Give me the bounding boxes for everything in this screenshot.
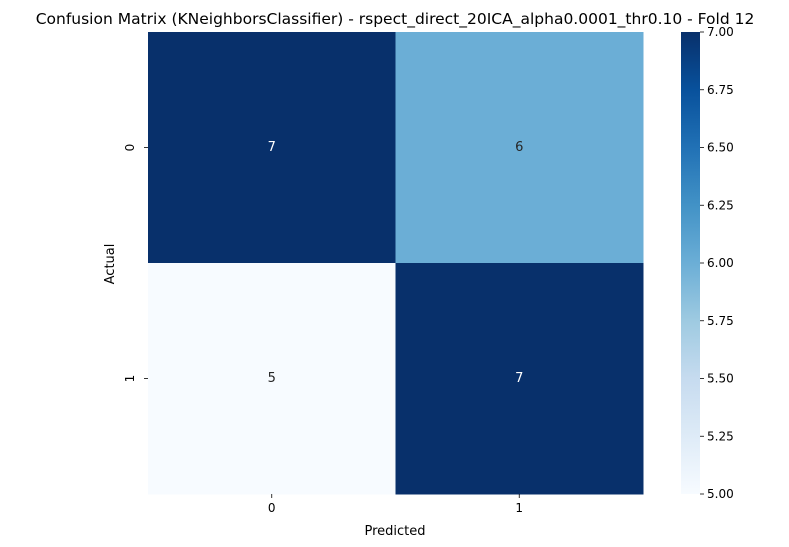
colorbar (681, 32, 700, 494)
x-tick-label: 1 (515, 501, 523, 515)
colorbar-tick-label: 5.00 (707, 487, 734, 501)
x-tick-label: 0 (268, 501, 276, 515)
cell-value-label: 7 (515, 371, 523, 386)
heatmap-cell-r0-c0 (148, 32, 396, 264)
colorbar-tick-label: 5.75 (707, 314, 734, 328)
y-axis-label: Actual (103, 244, 118, 285)
colorbar-tick-label: 5.50 (707, 372, 734, 386)
cell-value-label: 5 (268, 371, 276, 386)
colorbar-tick-label: 7.00 (707, 25, 734, 39)
colorbar-tick-label: 6.50 (707, 141, 734, 155)
colorbar-tick-label: 6.25 (707, 198, 734, 212)
colorbar-tick-label: 6.75 (707, 83, 734, 97)
heatmap-cells (148, 32, 644, 495)
cell-value-label: 6 (515, 140, 523, 155)
heatmap-cell-labels: 7 6 5 7 (268, 140, 524, 386)
colorbar-tick-label: 6.00 (707, 256, 734, 270)
colorbar-ticks: 5.00 5.25 5.50 5.75 6.00 6.25 6.50 6.75 7.00 (700, 25, 734, 501)
heatmap-cell-r0-c1 (395, 32, 644, 264)
heatmap-cell-r1-c1 (395, 263, 644, 495)
y-axis-ticks: 01 (123, 144, 148, 383)
y-tick-label: 0 (123, 144, 137, 152)
heatmap-cell-r1-c0 (148, 263, 396, 495)
x-axis-label: Predicted (364, 524, 425, 539)
chart-title: Confusion Matrix (KNeighborsClassifier) … (36, 10, 755, 29)
y-tick-label: 1 (123, 375, 137, 383)
cell-value-label: 7 (268, 140, 276, 155)
colorbar-tick-label: 5.25 (707, 429, 734, 443)
